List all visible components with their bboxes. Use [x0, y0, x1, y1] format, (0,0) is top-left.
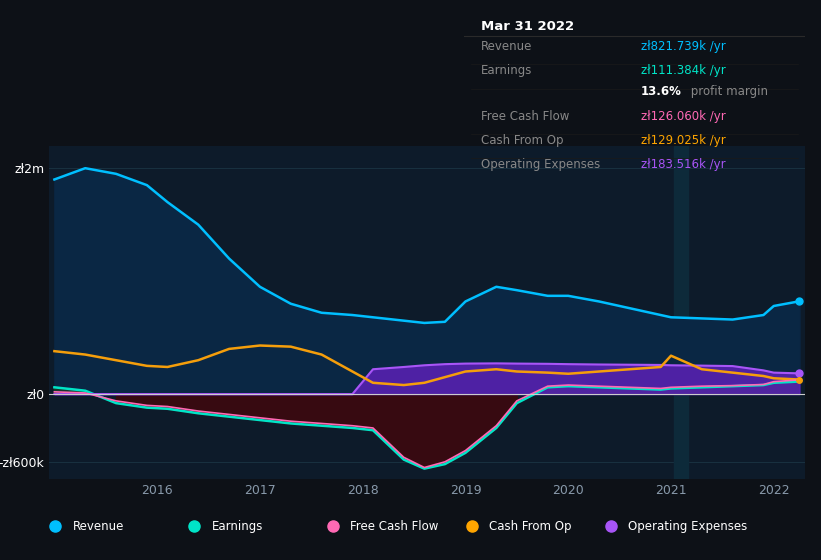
Operating Expenses: [163, 391, 172, 398]
Operating Expenses: [543, 361, 553, 367]
Operating Expenses: [80, 391, 90, 398]
Text: Revenue: Revenue: [481, 40, 532, 53]
Operating Expenses: [491, 360, 501, 367]
Bar: [674, 146, 689, 479]
Operating Expenses: [255, 391, 265, 398]
Operating Expenses: [399, 363, 409, 370]
Operating Expenses: [768, 369, 778, 376]
Operating Expenses: [111, 391, 121, 398]
Text: Earnings: Earnings: [211, 520, 263, 533]
Operating Expenses: [512, 360, 522, 367]
Operating Expenses: [759, 367, 768, 374]
Text: zł183.516k /yr: zł183.516k /yr: [641, 158, 726, 171]
Operating Expenses: [317, 391, 327, 398]
Operating Expenses: [594, 361, 604, 368]
Text: profit margin: profit margin: [687, 86, 768, 99]
Operating Expenses: [420, 362, 429, 368]
Operating Expenses: [286, 391, 296, 398]
Operating Expenses: [795, 370, 805, 377]
Text: Mar 31 2022: Mar 31 2022: [481, 20, 574, 33]
Operating Expenses: [461, 360, 470, 367]
Operating Expenses: [224, 391, 234, 398]
Operating Expenses: [656, 362, 666, 368]
Operating Expenses: [193, 391, 203, 398]
Text: Free Cash Flow: Free Cash Flow: [351, 520, 438, 533]
Text: 13.6%: 13.6%: [641, 86, 682, 99]
Text: Cash From Op: Cash From Op: [489, 520, 571, 533]
Text: Operating Expenses: Operating Expenses: [628, 520, 747, 533]
Text: zł129.025k /yr: zł129.025k /yr: [641, 134, 726, 147]
Text: Free Cash Flow: Free Cash Flow: [481, 110, 569, 123]
Operating Expenses: [440, 361, 450, 367]
Text: Cash From Op: Cash From Op: [481, 134, 563, 147]
Text: Operating Expenses: Operating Expenses: [481, 158, 600, 171]
Text: zł821.739k /yr: zł821.739k /yr: [641, 40, 726, 53]
Text: Revenue: Revenue: [72, 520, 124, 533]
Operating Expenses: [727, 363, 737, 370]
Line: Operating Expenses: Operating Expenses: [54, 363, 800, 394]
Operating Expenses: [49, 391, 59, 398]
Operating Expenses: [697, 362, 707, 369]
Operating Expenses: [625, 361, 635, 368]
Operating Expenses: [666, 362, 676, 368]
Text: zł111.384k /yr: zł111.384k /yr: [641, 64, 726, 77]
Text: zł126.060k /yr: zł126.060k /yr: [641, 110, 726, 123]
Text: Earnings: Earnings: [481, 64, 532, 77]
Operating Expenses: [347, 391, 357, 398]
Operating Expenses: [368, 366, 378, 372]
Operating Expenses: [563, 361, 573, 367]
Operating Expenses: [142, 391, 152, 398]
